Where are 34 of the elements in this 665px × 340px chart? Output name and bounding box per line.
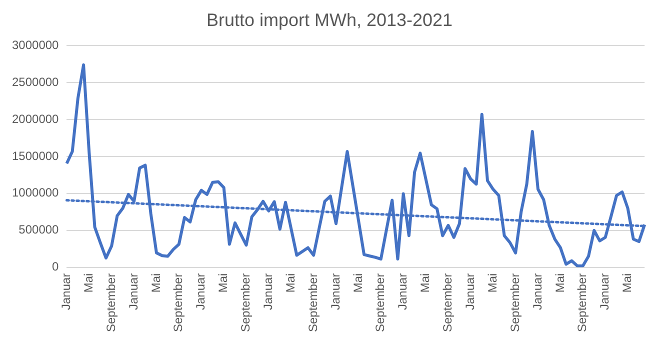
x-tick-label: Januar <box>194 273 208 310</box>
x-tick-label: Mai <box>552 273 567 293</box>
y-tick-label: 1500000 <box>12 148 60 163</box>
x-tick-label: Mai <box>81 273 96 293</box>
x-tick-label: Mai <box>350 273 365 293</box>
x-tick-label: Januar <box>126 273 140 310</box>
x-tick-label: September <box>508 273 522 332</box>
y-tick-label: 500000 <box>18 222 60 237</box>
x-tick-label: Januar <box>530 273 544 310</box>
y-tick-label: 2500000 <box>12 74 60 89</box>
x-tick-label: September <box>104 273 118 332</box>
y-tick-label: 3000000 <box>12 38 60 52</box>
x-tick-label: Mai <box>485 273 500 293</box>
y-tick-label: 2000000 <box>12 112 60 126</box>
x-tick-label: September <box>306 273 320 332</box>
x-tick-label: Januar <box>598 273 612 310</box>
x-tick-label: September <box>440 273 455 332</box>
x-tick-label: September <box>373 273 388 332</box>
y-tick-label: 1000000 <box>12 186 60 200</box>
x-tick-label: September <box>238 273 253 332</box>
x-tick-label: Mai <box>283 273 298 293</box>
y-tick-label: 0 <box>52 260 60 274</box>
x-tick-label: Januar <box>261 273 276 310</box>
x-tick-label: Januar <box>396 273 410 310</box>
chart-title: Brutto import MWh, 2013-2021 <box>206 10 453 30</box>
x-tick-label: Januar <box>59 273 74 310</box>
x-tick-label: Mai <box>620 273 634 293</box>
x-tick-label: Mai <box>418 273 432 293</box>
x-tick-label: Januar <box>328 273 342 310</box>
x-tick-label: Mai <box>216 273 230 293</box>
x-tick-label: Mai <box>148 273 163 293</box>
x-tick-label: September <box>171 273 186 332</box>
x-tick-label: Januar <box>462 273 477 310</box>
x-tick-label: September <box>575 273 590 332</box>
